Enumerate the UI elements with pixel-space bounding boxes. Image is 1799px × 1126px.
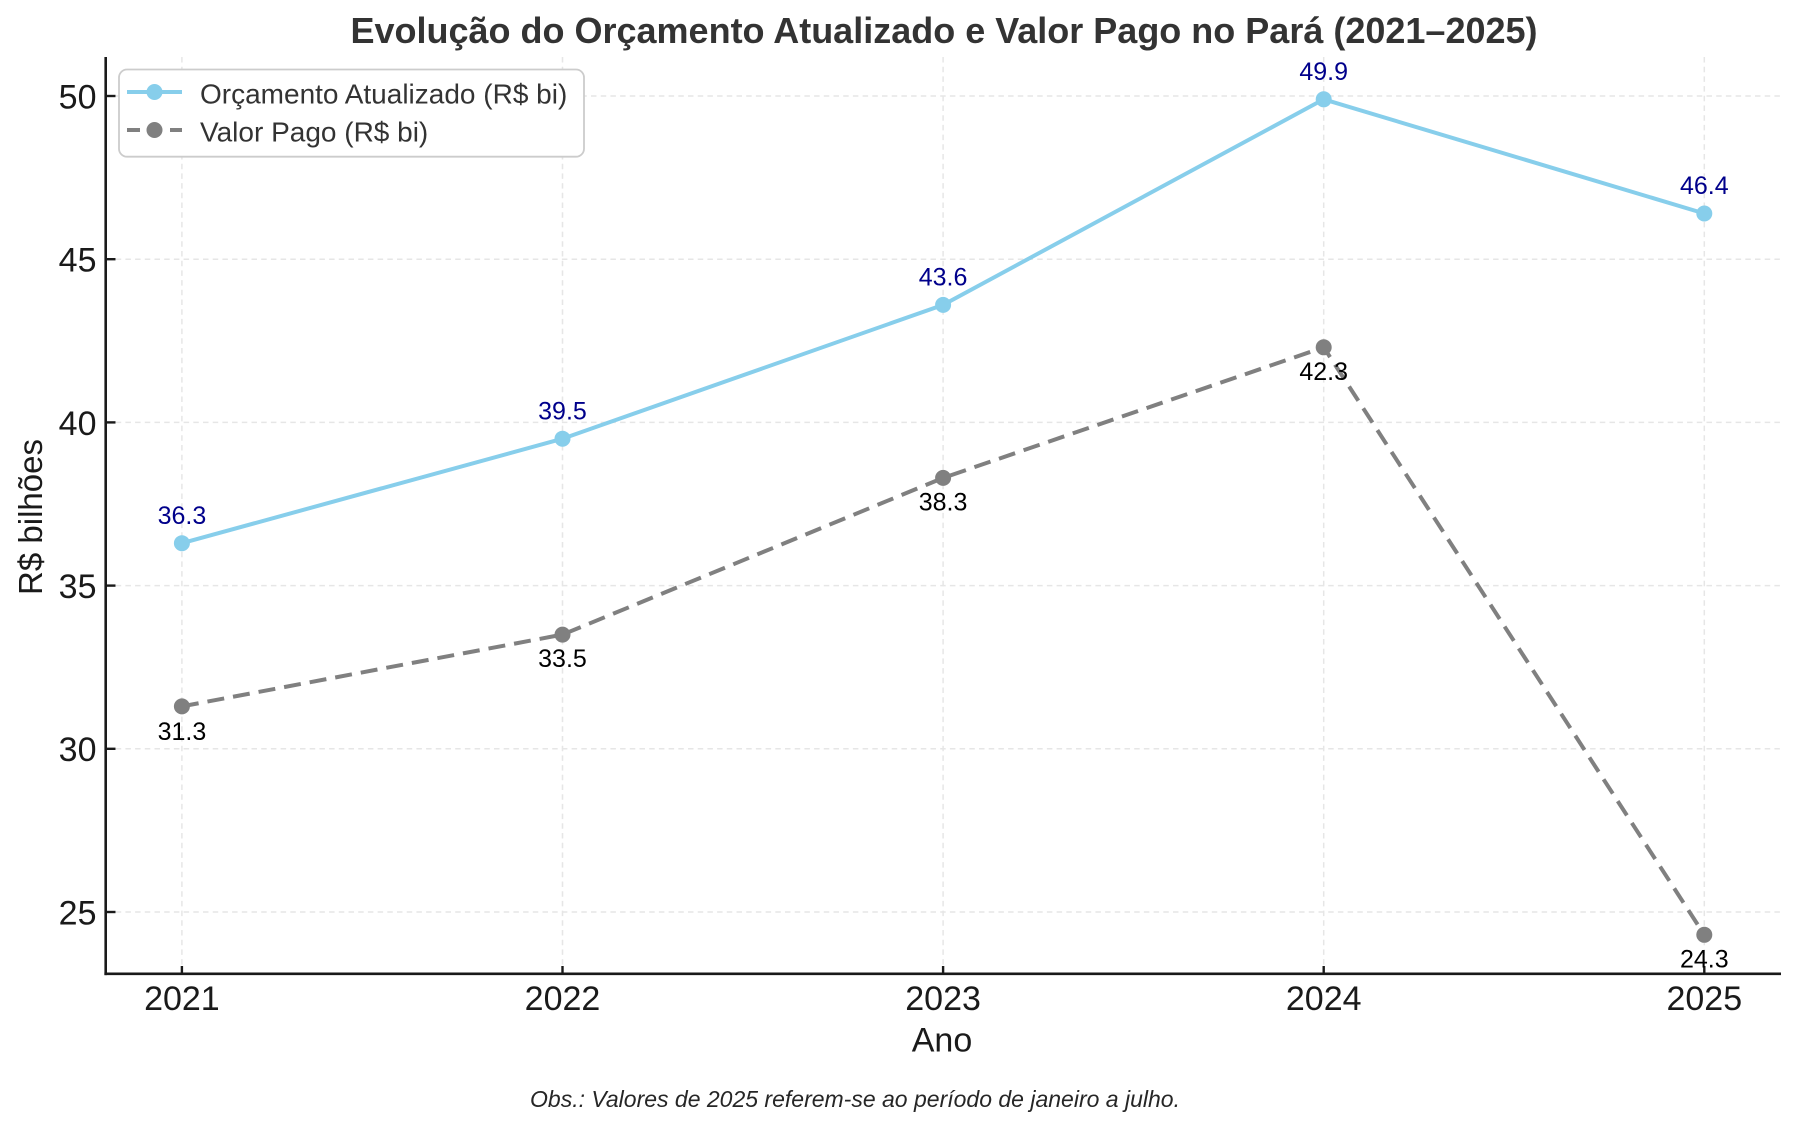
svg-text:Valor Pago (R$ bi): Valor Pago (R$ bi) bbox=[200, 117, 428, 148]
svg-text:2024: 2024 bbox=[1286, 980, 1362, 1018]
svg-text:50: 50 bbox=[59, 78, 97, 116]
svg-text:33.5: 33.5 bbox=[538, 645, 587, 673]
svg-text:43.6: 43.6 bbox=[919, 264, 968, 292]
svg-text:30: 30 bbox=[59, 731, 97, 769]
svg-text:46.4: 46.4 bbox=[1680, 172, 1729, 200]
svg-text:42.3: 42.3 bbox=[1299, 358, 1348, 386]
svg-text:45: 45 bbox=[59, 242, 97, 280]
svg-text:Ano: Ano bbox=[912, 1021, 973, 1059]
svg-text:Obs.: Valores de 2025 referem-: Obs.: Valores de 2025 referem-se ao perí… bbox=[530, 1086, 1180, 1112]
svg-text:2025: 2025 bbox=[1666, 980, 1742, 1018]
svg-text:40: 40 bbox=[59, 405, 97, 443]
svg-text:2023: 2023 bbox=[905, 980, 981, 1018]
svg-text:24.3: 24.3 bbox=[1680, 945, 1729, 973]
svg-text:31.3: 31.3 bbox=[158, 718, 207, 746]
svg-text:36.3: 36.3 bbox=[158, 502, 207, 530]
svg-text:38.3: 38.3 bbox=[919, 489, 968, 517]
svg-text:25: 25 bbox=[59, 894, 97, 932]
svg-text:39.5: 39.5 bbox=[538, 397, 587, 425]
svg-text:2022: 2022 bbox=[525, 980, 601, 1018]
svg-text:R$ bilhões: R$ bilhões bbox=[12, 439, 49, 595]
svg-text:Evolução do Orçamento Atualiza: Evolução do Orçamento Atualizado e Valor… bbox=[350, 10, 1537, 51]
svg-text:Orçamento Atualizado (R$ bi): Orçamento Atualizado (R$ bi) bbox=[200, 79, 567, 110]
svg-text:35: 35 bbox=[59, 568, 97, 606]
svg-text:49.9: 49.9 bbox=[1299, 58, 1348, 86]
svg-text:2021: 2021 bbox=[144, 980, 220, 1018]
